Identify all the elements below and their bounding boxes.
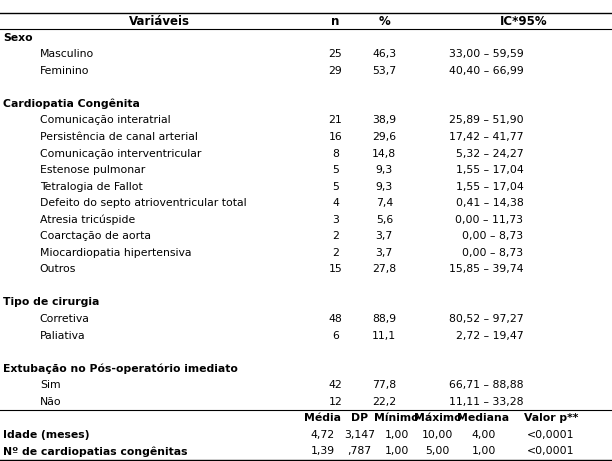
Text: Miocardiopatia hipertensiva: Miocardiopatia hipertensiva	[40, 248, 192, 258]
Text: 1,55 – 17,04: 1,55 – 17,04	[455, 165, 523, 175]
Text: 1,00: 1,00	[384, 446, 409, 456]
Text: Máximo: Máximo	[414, 413, 461, 423]
Text: Coarctação de aorta: Coarctação de aorta	[40, 231, 151, 241]
Text: Sim: Sim	[40, 380, 61, 390]
Text: <0,0001: <0,0001	[527, 430, 575, 440]
Text: 40,40 – 66,99: 40,40 – 66,99	[449, 66, 523, 76]
Text: Sexo: Sexo	[3, 33, 32, 43]
Text: 2: 2	[332, 231, 339, 241]
Text: 33,00 – 59,59: 33,00 – 59,59	[449, 49, 523, 59]
Text: 9,3: 9,3	[376, 182, 393, 192]
Text: 5,00: 5,00	[425, 446, 450, 456]
Text: Variáveis: Variáveis	[129, 15, 190, 28]
Text: 42: 42	[329, 380, 342, 390]
Text: 15,85 – 39,74: 15,85 – 39,74	[449, 264, 523, 274]
Text: 5: 5	[332, 165, 339, 175]
Text: 29: 29	[329, 66, 342, 76]
Text: 3: 3	[332, 215, 339, 225]
Text: 46,3: 46,3	[372, 49, 397, 59]
Text: Masculino: Masculino	[40, 49, 94, 59]
Text: ,787: ,787	[347, 446, 371, 456]
Text: 21: 21	[329, 115, 342, 125]
Text: 77,8: 77,8	[372, 380, 397, 390]
Text: 2: 2	[332, 248, 339, 258]
Text: 1,00: 1,00	[384, 430, 409, 440]
Text: 27,8: 27,8	[372, 264, 397, 274]
Text: 11,11 – 33,28: 11,11 – 33,28	[449, 397, 523, 407]
Text: %: %	[378, 15, 390, 28]
Text: Mediana: Mediana	[457, 413, 510, 423]
Text: Atresia tricúspide: Atresia tricúspide	[40, 214, 135, 225]
Text: 1,55 – 17,04: 1,55 – 17,04	[455, 182, 523, 192]
Text: 53,7: 53,7	[372, 66, 397, 76]
Text: 6: 6	[332, 331, 339, 341]
Text: 11,1: 11,1	[372, 331, 397, 341]
Text: Cardiopatia Congênita: Cardiopatia Congênita	[3, 99, 140, 109]
Text: 9,3: 9,3	[376, 165, 393, 175]
Text: 29,6: 29,6	[372, 132, 397, 142]
Text: 0,41 – 14,38: 0,41 – 14,38	[455, 198, 523, 208]
Text: 4: 4	[332, 198, 339, 208]
Text: 8: 8	[332, 148, 339, 159]
Text: Valor p**: Valor p**	[524, 413, 578, 423]
Text: 7,4: 7,4	[376, 198, 393, 208]
Text: 14,8: 14,8	[372, 148, 397, 159]
Text: 5,32 – 24,27: 5,32 – 24,27	[456, 148, 523, 159]
Text: 3,7: 3,7	[376, 248, 393, 258]
Text: 88,9: 88,9	[372, 314, 397, 324]
Text: Idade (meses): Idade (meses)	[3, 430, 89, 440]
Text: 17,42 – 41,77: 17,42 – 41,77	[449, 132, 523, 142]
Text: Extubação no Pós-operatório imediato: Extubação no Pós-operatório imediato	[3, 363, 238, 374]
Text: 0,00 – 11,73: 0,00 – 11,73	[455, 215, 523, 225]
Text: 3,7: 3,7	[376, 231, 393, 241]
Text: Nº de cardiopatias congênitas: Nº de cardiopatias congênitas	[3, 446, 187, 456]
Text: Defeito do septo atrioventricular total: Defeito do septo atrioventricular total	[40, 198, 247, 208]
Text: 66,71 – 88,88: 66,71 – 88,88	[449, 380, 523, 390]
Text: 0,00 – 8,73: 0,00 – 8,73	[462, 248, 523, 258]
Text: 12: 12	[329, 397, 342, 407]
Text: 1,39: 1,39	[310, 446, 335, 456]
Text: 5,6: 5,6	[376, 215, 393, 225]
Text: Estenose pulmonar: Estenose pulmonar	[40, 165, 145, 175]
Text: 38,9: 38,9	[372, 115, 397, 125]
Text: 0,00 – 8,73: 0,00 – 8,73	[462, 231, 523, 241]
Text: Paliativa: Paliativa	[40, 331, 86, 341]
Text: Não: Não	[40, 397, 61, 407]
Text: 5: 5	[332, 182, 339, 192]
Text: 25: 25	[329, 49, 342, 59]
Text: Corretiva: Corretiva	[40, 314, 89, 324]
Text: Feminino: Feminino	[40, 66, 89, 76]
Text: 80,52 – 97,27: 80,52 – 97,27	[449, 314, 523, 324]
Text: 48: 48	[329, 314, 342, 324]
Text: n: n	[331, 15, 340, 28]
Text: Tipo de cirurgia: Tipo de cirurgia	[3, 297, 99, 307]
Text: Comunicação interatrial: Comunicação interatrial	[40, 115, 170, 125]
Text: Mínimo: Mínimo	[375, 413, 419, 423]
Text: IC*95%: IC*95%	[499, 15, 547, 28]
Text: Outros: Outros	[40, 264, 76, 274]
Text: 4,72: 4,72	[310, 430, 335, 440]
Text: 3,147: 3,147	[344, 430, 375, 440]
Text: 22,2: 22,2	[372, 397, 397, 407]
Text: 15: 15	[329, 264, 342, 274]
Text: <0,0001: <0,0001	[527, 446, 575, 456]
Text: Comunicação interventricular: Comunicação interventricular	[40, 148, 201, 159]
Text: 25,89 – 51,90: 25,89 – 51,90	[449, 115, 523, 125]
Text: 16: 16	[329, 132, 342, 142]
Text: Média: Média	[304, 413, 341, 423]
Text: Persistência de canal arterial: Persistência de canal arterial	[40, 132, 198, 142]
Text: 2,72 – 19,47: 2,72 – 19,47	[456, 331, 523, 341]
Text: 1,00: 1,00	[471, 446, 496, 456]
Text: DP: DP	[351, 413, 368, 423]
Text: 10,00: 10,00	[422, 430, 453, 440]
Text: 4,00: 4,00	[471, 430, 496, 440]
Text: Tetralogia de Fallot: Tetralogia de Fallot	[40, 182, 143, 192]
